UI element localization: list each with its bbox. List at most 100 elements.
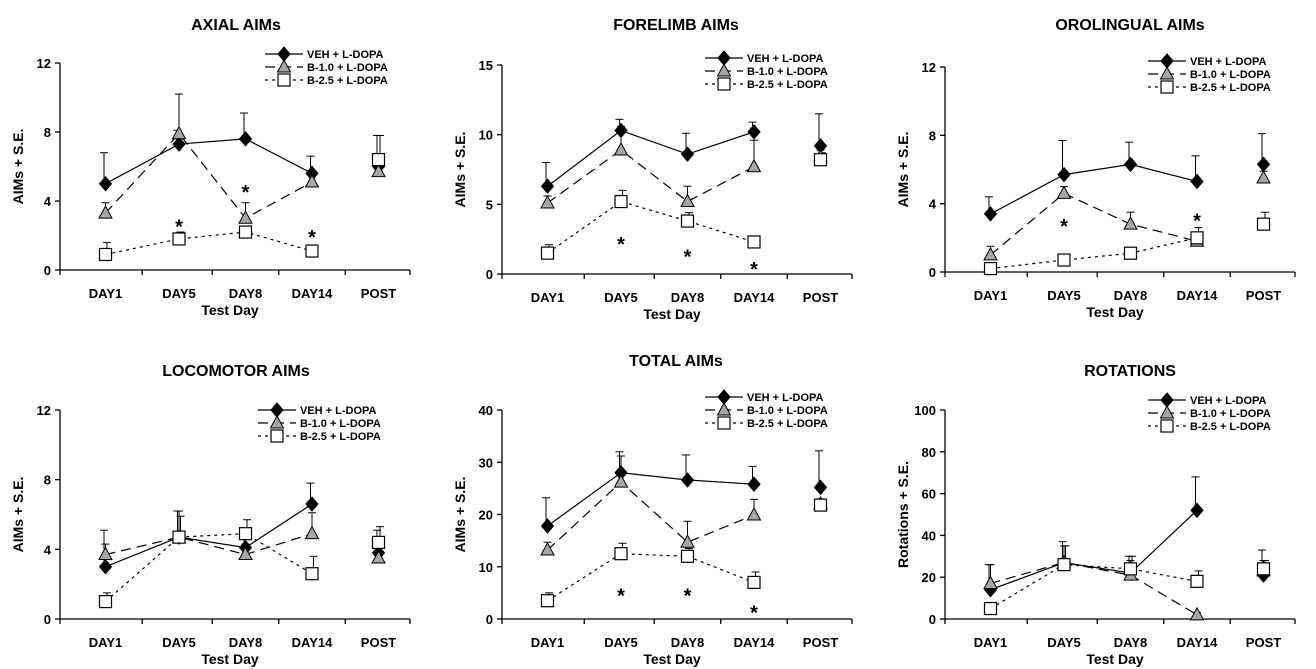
x-tick-label: DAY1 bbox=[974, 288, 1007, 303]
data-point bbox=[305, 244, 319, 258]
x-tick-label: DAY14 bbox=[292, 286, 333, 301]
y-tick-label: 8 bbox=[44, 125, 51, 140]
data-point bbox=[747, 575, 761, 590]
legend-label: B-1.0 + L-DOPA bbox=[747, 66, 828, 78]
data-point bbox=[747, 124, 761, 140]
data-point bbox=[680, 214, 695, 228]
data-point bbox=[680, 472, 695, 488]
chart-title: AXIAL AIMs bbox=[191, 17, 281, 34]
legend-label: B-1.0 + L-DOPA bbox=[300, 418, 381, 430]
legend-marker bbox=[716, 401, 732, 416]
series-line bbox=[990, 237, 1198, 270]
series-line bbox=[105, 132, 313, 220]
y-tick-label: 8 bbox=[44, 473, 51, 488]
y-tick-label: 10 bbox=[479, 560, 493, 575]
data-point bbox=[1256, 169, 1271, 184]
data-point bbox=[1189, 606, 1205, 621]
data-point bbox=[98, 175, 113, 192]
chart-title: TOTAL AIMs bbox=[629, 353, 723, 370]
data-point bbox=[540, 194, 555, 209]
significance-star: * bbox=[1060, 216, 1068, 238]
legend-marker bbox=[717, 416, 731, 430]
y-axis-label: Rotations + S.E. bbox=[895, 461, 911, 568]
data-point bbox=[371, 535, 386, 549]
x-tick-label: DAY5 bbox=[1047, 635, 1080, 650]
data-point bbox=[614, 547, 628, 561]
chart-panel-5: TOTAL AIMs 0 10 20 30 40 DAY1 DAY5 DAY8 DAY14 POST… bbox=[452, 353, 853, 667]
y-tick-label: 20 bbox=[479, 508, 493, 523]
legend-label: B-1.0 + L-DOPA bbox=[1190, 69, 1271, 81]
x-tick-label: DAY14 bbox=[292, 635, 333, 650]
chart-title: LOCOMOTOR AIMs bbox=[162, 363, 310, 380]
x-tick-label: POST bbox=[803, 290, 838, 305]
data-point bbox=[680, 146, 695, 162]
legend-label: B-1.0 + L-DOPA bbox=[747, 405, 828, 417]
data-point bbox=[1190, 173, 1204, 190]
data-point bbox=[1256, 156, 1271, 173]
data-point bbox=[371, 163, 386, 178]
x-tick-label: DAY5 bbox=[162, 635, 195, 650]
x-axis-label: Test Day bbox=[1086, 651, 1144, 667]
data-point bbox=[1256, 217, 1271, 231]
y-tick-label: 0 bbox=[929, 265, 936, 280]
data-point bbox=[98, 247, 113, 262]
y-tick-label: 5 bbox=[486, 197, 493, 212]
x-tick-label: DAY5 bbox=[604, 290, 637, 305]
legend-label: B-1.0 + L-DOPA bbox=[1190, 408, 1271, 420]
data-point bbox=[305, 496, 319, 512]
series-line bbox=[105, 533, 313, 603]
data-point bbox=[747, 476, 761, 492]
series-line bbox=[105, 138, 313, 185]
series-line bbox=[990, 509, 1198, 591]
data-point bbox=[98, 558, 113, 575]
y-axis-label: AIMs + S.E. bbox=[10, 129, 26, 205]
legend-label: B-2.5 + L-DOPA bbox=[300, 431, 381, 443]
y-tick-label: 60 bbox=[922, 487, 936, 502]
data-point bbox=[238, 527, 253, 541]
x-axis-label: Test Day bbox=[201, 302, 259, 318]
x-tick-label: POST bbox=[361, 635, 396, 650]
series-line bbox=[990, 163, 1198, 215]
x-tick-label: POST bbox=[361, 286, 396, 301]
data-point bbox=[983, 246, 998, 261]
data-point bbox=[613, 474, 629, 488]
chart-panel-4: LOCOMOTOR AIMs 0 4 8 12 DAY1 DAY5 DAY8 DAY14 POST… bbox=[10, 363, 411, 667]
series-line bbox=[547, 149, 755, 204]
significance-star: * bbox=[684, 585, 692, 607]
y-tick-label: 80 bbox=[922, 445, 936, 460]
legend-label: B-2.5 + L-DOPA bbox=[307, 75, 388, 87]
data-point bbox=[614, 194, 628, 209]
significance-star: * bbox=[617, 234, 625, 256]
legend-label: VEH + L-DOPA bbox=[300, 405, 377, 417]
series-line bbox=[547, 129, 755, 187]
x-tick-label: DAY14 bbox=[734, 290, 775, 305]
x-tick-label: DAY14 bbox=[734, 635, 775, 650]
y-axis-label: AIMs + S.E. bbox=[10, 477, 26, 553]
legend-marker bbox=[1160, 53, 1174, 69]
x-tick-label: DAY1 bbox=[531, 290, 564, 305]
legend-marker bbox=[269, 414, 285, 429]
data-point bbox=[171, 125, 187, 140]
legend-marker bbox=[716, 62, 732, 77]
data-point bbox=[1190, 574, 1204, 588]
x-tick-label: DAY14 bbox=[1177, 635, 1218, 650]
legend-marker bbox=[270, 429, 284, 443]
data-point bbox=[983, 206, 998, 222]
legend-marker bbox=[1159, 404, 1175, 419]
series-line bbox=[547, 553, 755, 602]
data-point bbox=[746, 506, 762, 521]
y-tick-label: 10 bbox=[479, 128, 493, 143]
legend-label: VEH + L-DOPA bbox=[747, 53, 824, 65]
data-point bbox=[540, 594, 555, 608]
chart-panel-2: FORELIMB AIMs 0 5 10 15 DAY1 DAY5 DAY8 DAY14 POST… bbox=[452, 17, 853, 322]
data-point bbox=[238, 210, 253, 224]
legend-marker bbox=[276, 58, 292, 73]
x-tick-label: DAY5 bbox=[1047, 288, 1080, 303]
chart-panel-1: AXIAL AIMs 0 4 8 12 DAY1 DAY5 DAY8 DAY14 POST Test… bbox=[10, 17, 411, 318]
data-point bbox=[1123, 216, 1138, 230]
legend-marker bbox=[277, 73, 291, 87]
data-point bbox=[98, 546, 113, 561]
data-point bbox=[304, 525, 320, 540]
x-tick-label: DAY8 bbox=[1114, 288, 1147, 303]
